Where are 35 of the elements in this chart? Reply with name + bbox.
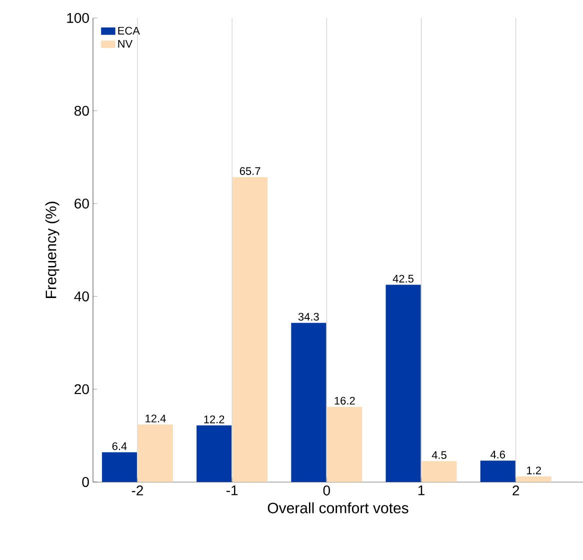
data-label: 12.2 [204,416,224,424]
x-tick-label: 2 [512,486,520,496]
data-label: 42.5 [392,274,414,283]
y-tick-label: 60 [74,198,89,209]
y-tick-label: 40 [74,291,89,302]
y-tick-label: 20 [74,384,89,394]
y-axis-title: Frequency (%) [45,202,60,298]
x-tick-label: 1 [418,486,424,496]
bar [480,460,516,482]
data-label: 1.2 [527,466,541,474]
bar [232,177,268,482]
y-tick-label: 80 [74,106,89,116]
x-tick-label: -1 [226,486,238,496]
data-label: 65.7 [240,167,260,175]
bar [422,461,457,482]
bar [102,452,137,482]
data-label: 34.3 [298,312,319,321]
data-label: 6.4 [112,442,127,450]
y-tick-label: 0 [82,477,89,487]
data-label: 16.2 [334,396,355,405]
bar [138,424,173,482]
bar [327,406,362,482]
legend-label: NV [118,40,133,48]
bar [516,476,552,482]
bar [291,322,326,482]
data-label: 4.5 [432,451,446,459]
x-axis-title: Overall comfort votes [268,502,408,514]
legend-label: ECA [118,26,140,35]
y-tick-label: 100 [67,13,89,23]
bar [196,425,232,482]
x-tick-label: -2 [132,486,143,496]
data-label: 12.4 [146,414,166,422]
x-tick-label: 0 [323,486,330,496]
bar [386,284,421,482]
data-label: 4.6 [490,450,506,458]
